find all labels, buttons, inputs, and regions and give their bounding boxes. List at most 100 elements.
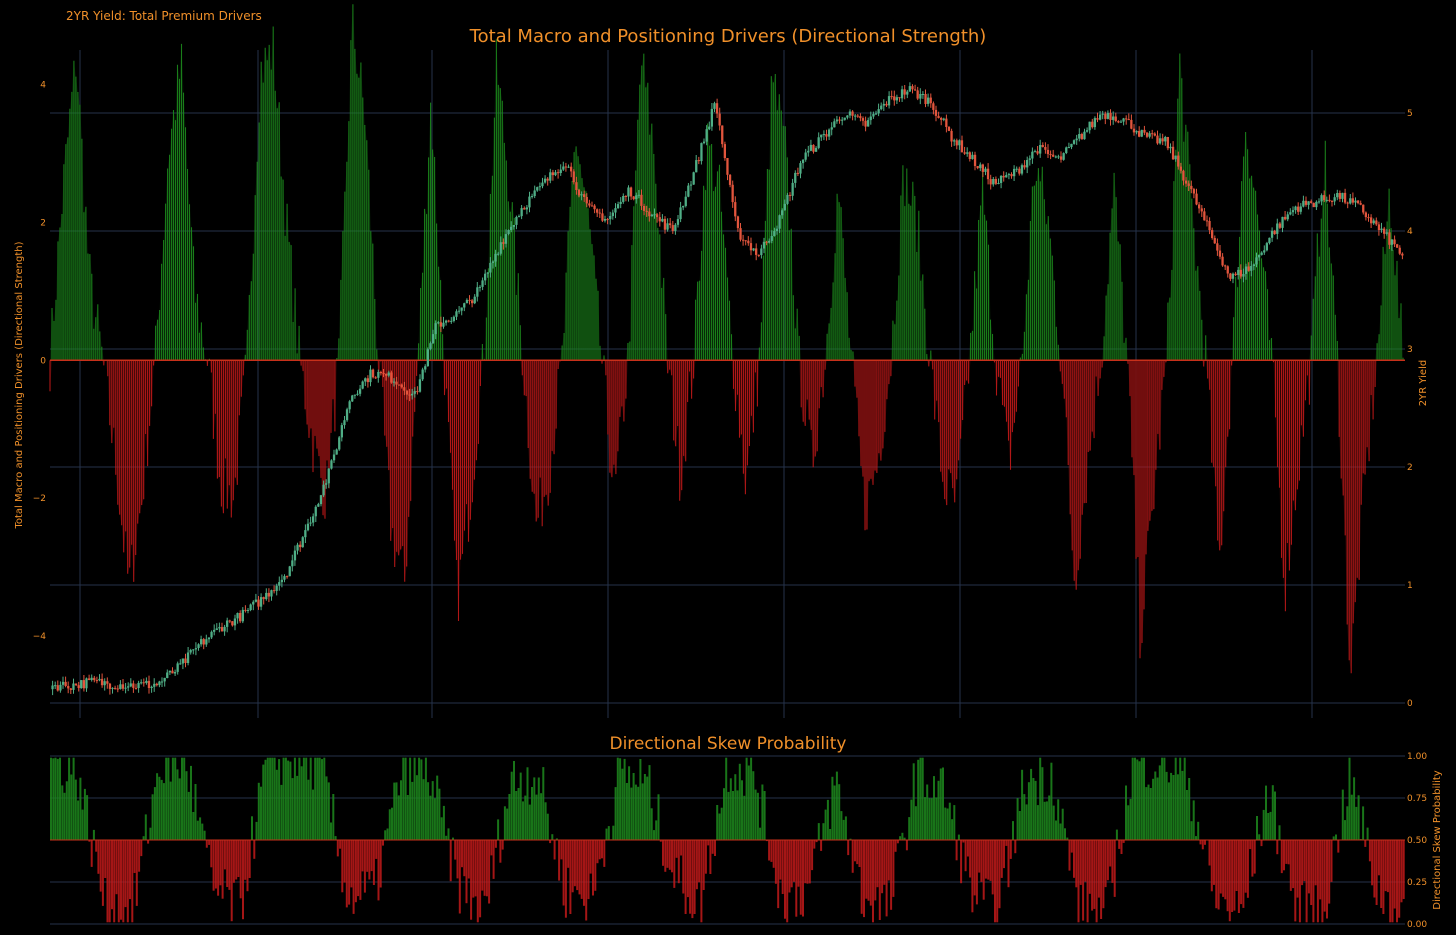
skew-bar bbox=[702, 840, 705, 890]
skew-bar bbox=[723, 788, 725, 840]
skew-bar bbox=[962, 840, 965, 843]
skew-bar bbox=[1215, 840, 1218, 909]
skew-bar bbox=[549, 840, 552, 844]
skew-bar bbox=[181, 757, 183, 840]
skew-bar bbox=[1050, 762, 1053, 840]
yield-candle-body bbox=[166, 672, 169, 678]
yield-candle-body bbox=[749, 243, 753, 251]
skew-bar bbox=[1204, 840, 1206, 845]
yield-candle-body bbox=[895, 97, 898, 101]
skew-bar bbox=[973, 840, 976, 896]
yield-candle-body bbox=[934, 109, 938, 116]
yield-candle-body bbox=[979, 164, 982, 169]
yield-candle-body bbox=[869, 116, 872, 121]
yield-candle-body bbox=[160, 681, 164, 683]
skew-bar bbox=[851, 840, 854, 873]
skew-bar bbox=[686, 840, 689, 898]
skew-bar bbox=[269, 757, 272, 840]
yield-candle-body bbox=[1104, 113, 1107, 119]
yield-candle-body bbox=[439, 322, 442, 327]
skew-bar bbox=[858, 840, 861, 867]
skew-bar bbox=[1102, 840, 1105, 909]
top-grid bbox=[50, 50, 1405, 718]
skew-bar bbox=[1355, 806, 1358, 840]
skew-bar bbox=[942, 767, 944, 840]
skew-bar bbox=[470, 840, 473, 920]
yield-candle-body bbox=[93, 677, 96, 681]
skew-bar bbox=[404, 757, 407, 840]
skew-bar bbox=[659, 840, 662, 842]
skew-bar bbox=[863, 840, 865, 918]
skew-bar bbox=[287, 760, 290, 840]
skew-bar bbox=[88, 840, 91, 842]
skew-bar bbox=[133, 840, 136, 873]
skew-bar bbox=[433, 798, 436, 840]
yield-candle-body bbox=[424, 366, 427, 370]
yield-candle-body bbox=[189, 650, 192, 653]
yield-candle-body bbox=[442, 322, 445, 327]
skew-bar bbox=[1287, 840, 1290, 865]
yield-candle-body bbox=[468, 299, 471, 301]
yield-candle-body bbox=[1213, 238, 1216, 244]
skew-bar bbox=[192, 812, 195, 840]
yield-candle-body bbox=[56, 685, 59, 691]
yield-candle-body bbox=[457, 310, 461, 312]
skew-bar bbox=[1154, 771, 1157, 840]
skew-bar bbox=[124, 840, 127, 908]
skew-bar bbox=[409, 757, 412, 840]
skew-bar bbox=[813, 840, 816, 849]
skew-bar bbox=[503, 806, 506, 840]
skew-bar bbox=[763, 791, 766, 840]
yield-candle-body bbox=[671, 225, 674, 231]
skew-bar bbox=[411, 781, 414, 840]
skew-bar bbox=[583, 840, 585, 906]
yield-candle-body bbox=[361, 381, 364, 389]
skew-bar bbox=[953, 805, 956, 840]
skew-bar bbox=[899, 836, 902, 840]
skew-bar bbox=[149, 827, 152, 840]
yield-candle-body bbox=[499, 242, 502, 254]
yield-candle-body bbox=[666, 223, 669, 230]
skew-bar bbox=[1310, 840, 1313, 905]
yield-candle-body bbox=[1088, 121, 1091, 131]
skew-bar bbox=[201, 823, 204, 840]
skew-bar bbox=[1276, 840, 1279, 855]
yield-candle-body bbox=[976, 166, 979, 169]
skew-bar bbox=[555, 838, 558, 840]
skew-bar bbox=[558, 840, 561, 881]
skew-bar bbox=[158, 776, 161, 840]
yield-candle-body bbox=[1302, 200, 1305, 207]
yield-candle-body bbox=[710, 108, 713, 127]
yield-candle-body bbox=[1054, 156, 1057, 158]
skew-bar bbox=[994, 840, 996, 923]
yield-candle-body bbox=[1388, 232, 1391, 245]
skew-bar bbox=[831, 776, 834, 840]
skew-bar bbox=[1075, 840, 1078, 888]
skew-bar bbox=[1364, 840, 1367, 847]
skew-bar bbox=[312, 789, 314, 840]
yield-candle-body bbox=[973, 154, 977, 166]
skew-bar bbox=[52, 758, 55, 840]
yield-candle-body bbox=[231, 621, 234, 626]
skew-bar bbox=[1301, 840, 1304, 886]
yield-candle-body bbox=[218, 627, 221, 629]
yield-candle-body bbox=[1010, 174, 1013, 177]
right-tick-label: 3 bbox=[1407, 345, 1413, 355]
skew-bar bbox=[939, 768, 942, 840]
skew-bar bbox=[727, 791, 730, 840]
skew-bar bbox=[1366, 827, 1369, 840]
yield-candle-body bbox=[1192, 189, 1196, 194]
yield-candle-body bbox=[1291, 210, 1295, 213]
skew-bar bbox=[63, 792, 66, 840]
skew-bar bbox=[1152, 778, 1155, 840]
yield-candle-body bbox=[371, 369, 375, 378]
yield-candle-body bbox=[413, 391, 416, 394]
yield-candle-body bbox=[1101, 113, 1104, 115]
skew-bar bbox=[948, 802, 951, 840]
skew-bar bbox=[413, 757, 416, 840]
yield-candle-body bbox=[645, 210, 648, 212]
yield-candle-body bbox=[833, 121, 836, 128]
yield-candle-body bbox=[1211, 230, 1214, 238]
skew-bar bbox=[1298, 840, 1301, 923]
yield-candle-body bbox=[1117, 121, 1120, 123]
